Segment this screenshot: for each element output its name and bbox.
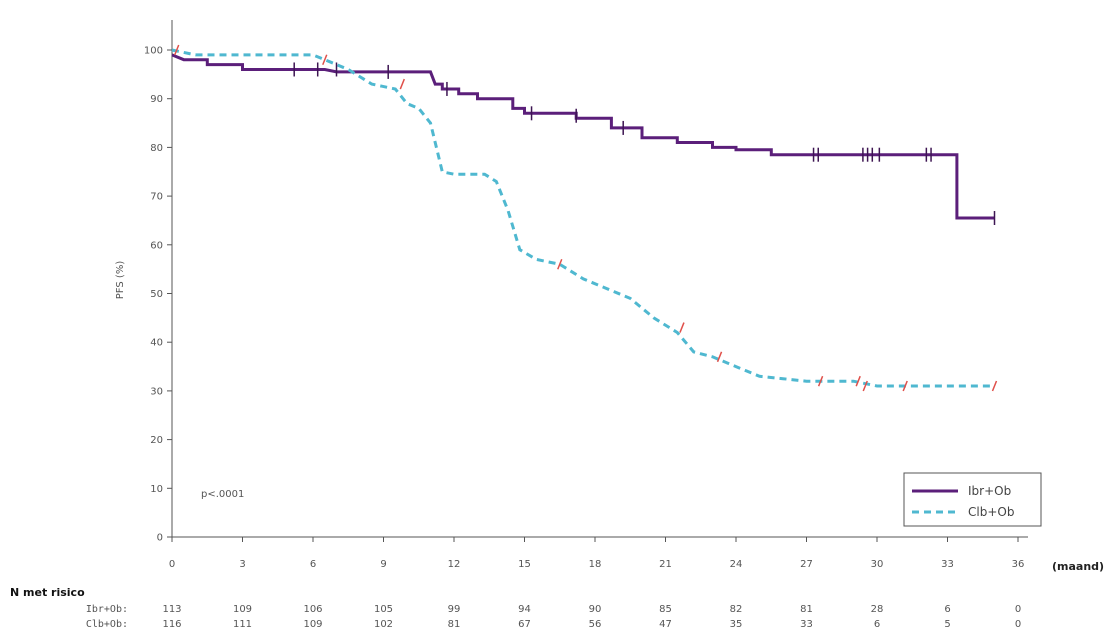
risk-cell: 67	[518, 619, 531, 630]
y-tick-label: 0	[157, 533, 163, 544]
censor-mark	[322, 54, 328, 66]
legend-box	[903, 472, 1042, 527]
series-lines	[171, 48, 995, 388]
risk-cell: 105	[373, 604, 394, 615]
x-tick-label: 30	[871, 559, 884, 570]
risk-table-title: N met risico	[10, 586, 85, 599]
risk-cell: 82	[729, 604, 743, 615]
series-line-Clb+Ob	[171, 48, 995, 388]
censor-mark	[557, 259, 563, 270]
risk-cell: 94	[518, 604, 531, 615]
risk-cell: 35	[729, 619, 743, 630]
risk-cell: 6	[944, 604, 951, 615]
risk-cell: 56	[588, 619, 602, 630]
risk-cell: 33	[800, 619, 813, 630]
x-tick-label: 6	[310, 559, 316, 570]
censor-mark	[399, 78, 405, 90]
y-axis-label: PFS (%)	[115, 261, 126, 300]
risk-cell: 116	[162, 619, 182, 630]
x-tick-label: 24	[730, 559, 743, 570]
x-tick-label: 3	[239, 559, 245, 570]
x-tick-label: 27	[800, 559, 813, 570]
risk-cell: 28	[870, 604, 884, 615]
risk-cell: 109	[232, 604, 253, 615]
risk-cell: 109	[303, 619, 323, 630]
x-tick-label: 12	[448, 559, 461, 570]
legend-label-clb: Clb+Ob	[968, 505, 1014, 519]
risk-cell: 81	[800, 604, 813, 615]
y-tick-label: 60	[150, 240, 163, 251]
risk-cell: 6	[873, 619, 881, 630]
y-tick-label: 90	[150, 94, 163, 105]
censor-mark	[716, 351, 723, 363]
y-tick-label: 100	[144, 46, 163, 57]
y-tick-label: 40	[150, 338, 163, 349]
legend: Ibr+Ob Clb+Ob	[903, 472, 1042, 527]
p-value-annotation: p<.0001	[201, 489, 244, 500]
censor-mark	[174, 44, 180, 56]
censor-mark	[902, 380, 908, 392]
risk-cell: 81	[447, 619, 461, 630]
x-tick-label: 15	[518, 559, 531, 570]
x-tick-label: 36	[1012, 559, 1025, 570]
series-line-Ibr+Ob	[171, 53, 995, 220]
censor-mark	[991, 380, 998, 392]
y-tick-label: 80	[150, 143, 163, 154]
censor-mark	[862, 380, 868, 392]
x-tick-label: 21	[659, 559, 672, 570]
censor-mark	[855, 375, 861, 387]
risk-cell: 47	[659, 619, 672, 630]
y-tick-label: 50	[150, 289, 163, 300]
censor-mark	[679, 322, 685, 333]
x-tick-label: 9	[380, 559, 386, 570]
risk-cell: 102	[373, 619, 394, 630]
y-tick-label: 20	[150, 435, 163, 446]
censor-mark	[817, 375, 824, 387]
risk-cell: 106	[303, 604, 323, 615]
risk-cell: 0	[1014, 619, 1022, 630]
y-tick-label: 10	[150, 484, 163, 495]
x-tick-label: 18	[589, 559, 602, 570]
x-tick-label: 33	[941, 559, 954, 570]
x-axis-unit: (maand)	[1052, 560, 1104, 573]
risk-cell: 113	[162, 604, 182, 615]
risk-row-label: Ibr+Ob:	[85, 604, 128, 615]
risk-cell: 99	[447, 604, 461, 615]
legend-label-ibr: Ibr+Ob	[968, 484, 1011, 498]
risk-cell: 111	[232, 619, 253, 630]
risk-row-label: Clb+Ob:	[85, 619, 128, 630]
risk-cell: 85	[659, 604, 672, 615]
risk-cell: 0	[1014, 604, 1022, 615]
x-tick-label: 0	[169, 559, 175, 570]
censor-marks	[174, 44, 998, 392]
y-tick-label: 70	[150, 192, 163, 203]
risk-cell: 90	[588, 604, 602, 615]
risk-cell: 5	[944, 619, 951, 630]
y-tick-label: 30	[150, 386, 163, 397]
